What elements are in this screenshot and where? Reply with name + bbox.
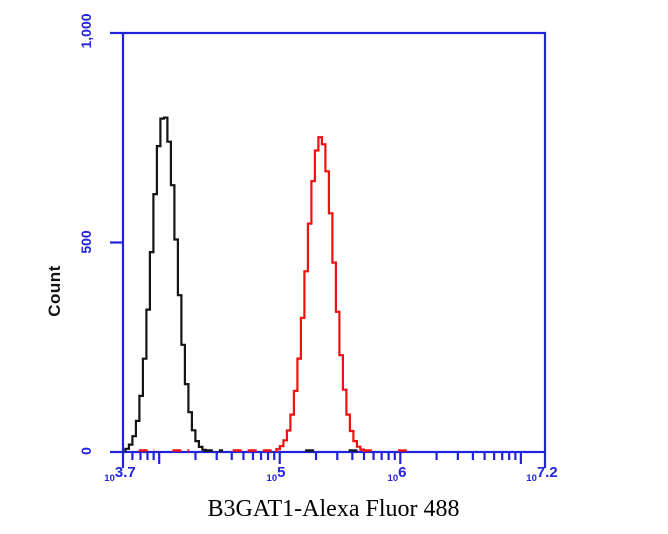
black-curve xyxy=(124,116,207,452)
red-curve xyxy=(275,136,366,452)
log-base-text: 10 xyxy=(266,473,278,484)
log-base-text: 10 xyxy=(104,473,115,484)
y-axis-title: Count xyxy=(45,265,64,317)
log-exponent-text: 6 xyxy=(398,464,407,481)
x-axis-title: B3GAT1-Alexa Fluor 488 xyxy=(207,496,460,522)
log-exponent-text: 3.7 xyxy=(114,464,136,481)
y-tick-label-0: 0 xyxy=(78,447,94,455)
plot-frame xyxy=(121,31,547,454)
x-tick-label-7-2: 10 7.2 xyxy=(526,464,558,484)
log-base-text: 10 xyxy=(526,473,537,484)
x-tick-label-5: 10 5 xyxy=(266,464,286,484)
log-exponent-text: 5 xyxy=(277,464,286,481)
log-base-text: 10 xyxy=(387,473,399,484)
y-tick-label-1000: 1,000 xyxy=(78,13,94,49)
y-tick-label-500: 500 xyxy=(78,230,94,254)
log-exponent-text: 7.2 xyxy=(536,464,558,481)
x-tick-label-3-7: 10 3.7 xyxy=(104,464,136,484)
x-tick-label-6: 10 6 xyxy=(387,464,407,484)
